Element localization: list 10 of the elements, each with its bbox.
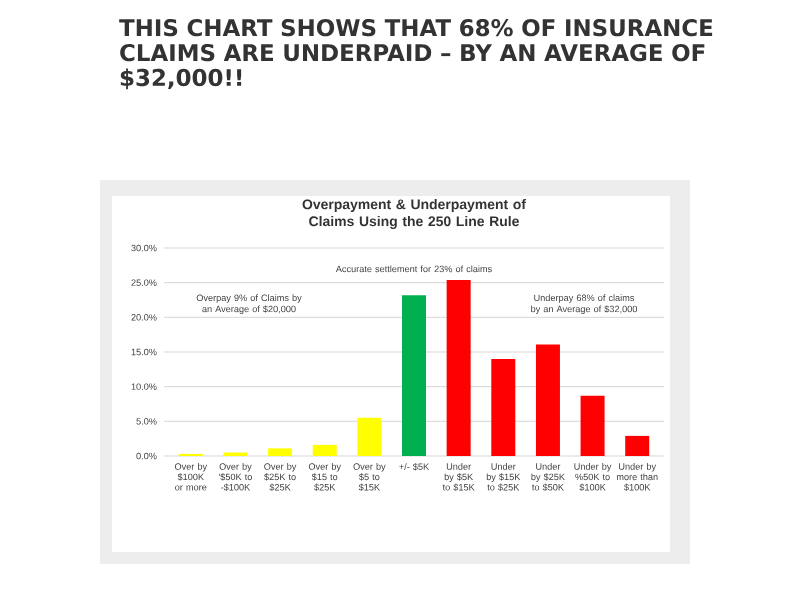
bar (268, 448, 293, 456)
bar (446, 279, 471, 456)
bar (402, 295, 427, 456)
bar (312, 444, 337, 456)
chart-title: THIS CHART SHOWS THAT 68% OF INSURANCE CLAIMS ARE UNDERPAID – BY AN AVERAGE OF $32,000!! (119, 19, 713, 90)
bar (491, 358, 516, 456)
bar (580, 395, 605, 456)
bar (625, 435, 650, 456)
bar (535, 344, 560, 456)
bar (357, 417, 382, 456)
